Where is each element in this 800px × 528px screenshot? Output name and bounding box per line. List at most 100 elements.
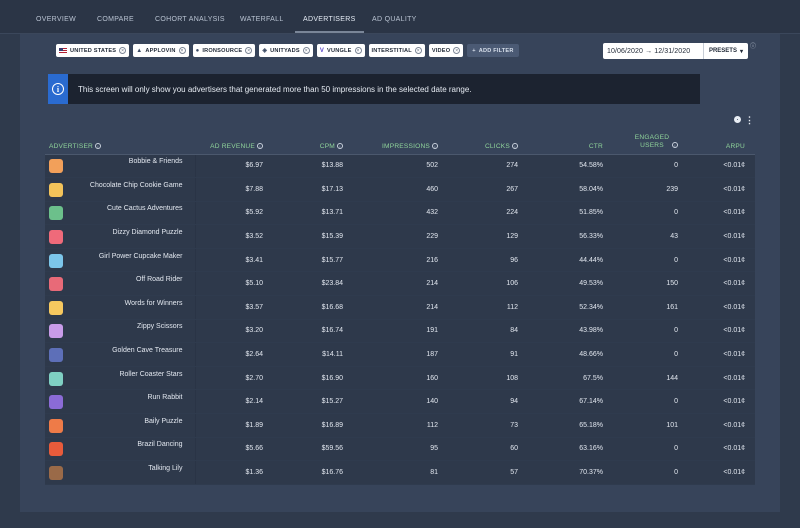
app-icon	[49, 230, 63, 245]
table-row[interactable]: Bobbie & Friends $6.97 $13.88 502 274 54.58% 0…	[45, 154, 755, 179]
filter-chip-video[interactable]: VIDEO ×	[428, 44, 464, 57]
engaged-users-cell: 144	[615, 366, 690, 391]
advertiser-name: Words for Winners	[124, 299, 183, 307]
tab-compare[interactable]: COMPARE	[97, 16, 134, 23]
tab-cohort-analysis[interactable]: COHORT ANALYSIS	[155, 16, 225, 23]
col-header-clicks[interactable]: CLICKS i	[450, 132, 530, 155]
date-range-text[interactable]: 10/06/2020 → 12/31/2020	[607, 47, 691, 55]
info-icon[interactable]: i	[432, 142, 438, 149]
col-label: CTR	[588, 142, 603, 150]
info-icon[interactable]: ⓘ	[750, 44, 757, 50]
engaged-users-cell: 0	[615, 201, 690, 226]
tab-advertisers[interactable]: ADVERTISERS	[295, 0, 364, 33]
filter-chip-applovin[interactable]: ▲ APPLOVIN ×	[133, 44, 189, 57]
table-row[interactable]: Cute Cactus Adventures $5.92 $13.71 432 224 5…	[45, 201, 755, 226]
more-options-icon[interactable]: ⋮	[745, 114, 754, 125]
info-icon[interactable]: i	[337, 142, 343, 149]
col-header-impressions[interactable]: IMPRESSIONS i	[355, 132, 450, 155]
filter-chip-unityads[interactable]: ◈ UNITYADS ×	[259, 44, 313, 57]
info-icon[interactable]: i	[257, 142, 263, 149]
table-row[interactable]: Brazil Dancing $5.66 $59.56 95 60 63.16% 0 <0.0…	[45, 437, 755, 462]
advertisers-table: ADVERTISER i AD REVENUE i CPM i IMPRESSIONS…	[45, 132, 755, 485]
app-icon	[49, 253, 63, 268]
remove-filter-icon[interactable]: ×	[178, 47, 186, 54]
presets-dropdown[interactable]: PRESETS ▾	[702, 43, 748, 59]
remove-filter-icon[interactable]: ×	[354, 47, 362, 54]
filter-chip-vungle[interactable]: V VUNGLE ×	[316, 44, 365, 57]
col-header-cpm[interactable]: CPM i	[275, 132, 355, 155]
advertiser-name: Run Rabbit	[147, 394, 183, 402]
filter-chip-country[interactable]: UNITED STATES ×	[56, 44, 130, 57]
info-icon[interactable]: i	[672, 141, 678, 148]
engaged-users-cell: 0	[615, 342, 690, 367]
col-header-ctr[interactable]: CTR	[530, 132, 615, 155]
add-filter-label: ADD FILTER	[478, 47, 514, 54]
cpm-cell: $59.56	[275, 437, 355, 462]
unityads-icon: ◈	[262, 48, 268, 54]
tab-overview[interactable]: OVERVIEW	[36, 16, 77, 23]
remove-filter-icon[interactable]: ×	[302, 47, 310, 54]
advertiser-name: Golden Cave Treasure	[112, 347, 183, 355]
tab-ad-quality[interactable]: AD QUALITY	[372, 16, 417, 23]
app-icon	[49, 300, 63, 315]
table-row[interactable]: Off Road Rider $5.10 $23.84 214 106 49.53% 150…	[45, 271, 755, 297]
ctr-cell: 70.37%	[530, 460, 615, 485]
info-icon[interactable]: i	[95, 142, 102, 149]
remove-filter-icon[interactable]: ×	[245, 47, 253, 54]
remove-filter-icon[interactable]: ×	[414, 47, 422, 54]
date-range-picker[interactable]: 10/06/2020 → 12/31/2020 PRESETS ▾	[603, 43, 748, 59]
filter-chip-label: UNITED STATES	[70, 47, 117, 54]
table-row[interactable]: Golden Cave Treasure $2.64 $14.11 187 91 48.6…	[45, 342, 755, 367]
advertiser-name-cell: Off Road Rider	[45, 271, 196, 297]
info-icon[interactable]: i	[512, 142, 518, 149]
clicks-cell: 84	[450, 319, 530, 344]
table-row[interactable]: Dizzy Diamond Puzzle $3.52 $15.39 229 129 56.…	[45, 224, 755, 249]
advertiser-name-cell: Talking Lily	[45, 460, 196, 485]
advertiser-name: Dizzy Diamond Puzzle	[112, 229, 183, 237]
tab-waterfall[interactable]: WATERFALL	[240, 16, 284, 23]
ad-revenue-cell: $6.97	[195, 154, 275, 179]
filter-chip-ironsource[interactable]: ● IRONSOURCE ×	[192, 44, 256, 57]
table-row[interactable]: Chocolate Chip Cookie Game $7.88 $17.13 460…	[45, 177, 755, 202]
us-flag-icon	[59, 48, 67, 53]
col-header-ad-revenue[interactable]: AD REVENUE i	[195, 132, 275, 155]
col-header-arpu[interactable]: ARPU	[690, 132, 755, 155]
clicks-cell: 57	[450, 460, 530, 485]
add-filter-button[interactable]: + ADD FILTER	[467, 44, 519, 57]
col-header-engaged-users[interactable]: ENGAGED USERS i	[615, 132, 690, 155]
table-row[interactable]: Roller Coaster Stars $2.70 $16.90 160 108 67.…	[45, 366, 755, 391]
advertiser-name-cell: Golden Cave Treasure	[45, 342, 196, 367]
table-row[interactable]: Words for Winners $3.57 $16.68 214 112 52.34%…	[45, 295, 755, 320]
app-icon	[49, 159, 63, 174]
clicks-cell: 60	[450, 437, 530, 462]
cpm-cell: $16.68	[275, 295, 355, 320]
advertiser-name: Cute Cactus Adventures	[107, 205, 183, 213]
advertiser-name: Zippy Scissors	[136, 323, 183, 331]
remove-filter-icon[interactable]: ×	[119, 47, 127, 54]
table-row[interactable]: Girl Power Cupcake Maker $3.41 $15.77 216 96…	[45, 248, 755, 273]
engaged-users-cell: 43	[615, 224, 690, 249]
ctr-cell: 52.34%	[530, 295, 615, 320]
remove-filter-icon[interactable]: ×	[453, 47, 461, 54]
ad-revenue-cell: $3.41	[195, 248, 275, 273]
impressions-cell: 214	[355, 271, 450, 297]
cpm-cell: $15.77	[275, 248, 355, 273]
ctr-cell: 65.18%	[530, 413, 615, 438]
settings-gear-icon[interactable]	[734, 116, 741, 123]
table-row[interactable]: Run Rabbit $2.14 $15.27 140 94 67.14% 0 <0.01¢	[45, 389, 755, 415]
col-header-advertiser[interactable]: ADVERTISER i	[45, 132, 195, 155]
table-row[interactable]: Talking Lily $1.36 $16.76 81 57 70.37% 0 <0.01¢	[45, 460, 755, 485]
advertiser-name-cell: Brazil Dancing	[45, 437, 196, 462]
arpu-cell: <0.01¢	[690, 460, 755, 485]
table-row[interactable]: Baily Puzzle $1.89 $16.89 112 73 65.18% 101 <0.…	[45, 413, 755, 438]
table-row[interactable]: Zippy Scissors $3.20 $16.74 191 84 43.98% 0 <0.…	[45, 319, 755, 344]
ctr-cell: 43.98%	[530, 319, 615, 344]
engaged-users-cell: 150	[615, 271, 690, 297]
ad-revenue-cell: $7.88	[195, 177, 275, 202]
cpm-cell: $23.84	[275, 271, 355, 297]
cpm-cell: $15.27	[275, 389, 355, 415]
clicks-cell: 91	[450, 342, 530, 367]
filter-chip-interstitial[interactable]: INTERSTITIAL ×	[368, 44, 425, 57]
advertiser-name: Chocolate Chip Cookie Game	[89, 181, 183, 189]
cpm-cell: $16.89	[275, 413, 355, 438]
